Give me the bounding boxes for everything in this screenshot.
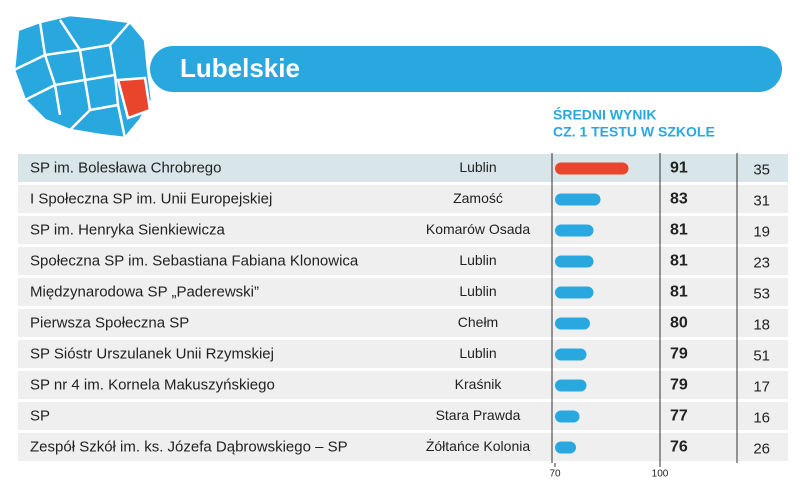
map — [12, 13, 154, 140]
city: Żółtańce Kolonia — [426, 437, 531, 454]
rank: 31 — [753, 192, 770, 209]
bar — [555, 162, 629, 175]
bar — [555, 410, 580, 423]
value-label: 79 — [670, 346, 688, 363]
school-name: Zespół Szkół im. ks. Józefa Dąbrowskiego… — [30, 438, 348, 455]
city: Lublin — [459, 159, 496, 175]
school-name: I Społeczna SP im. Unii Europejskiej — [30, 190, 272, 207]
rank: 18 — [753, 316, 770, 333]
city: Stara Prawda — [436, 407, 521, 423]
school-name: Pierwsza Społeczna SP — [30, 314, 189, 331]
x-tick-label: 70 — [549, 469, 561, 480]
school-name: Międzynarodowa SP „Paderewski” — [30, 283, 259, 300]
title-banner — [150, 46, 782, 92]
city: Lublin — [459, 345, 496, 361]
bar — [555, 193, 601, 206]
value-header: CZ. 1 TESTU W SZKOLE — [553, 124, 715, 140]
value-label: 81 — [670, 222, 688, 239]
school-name: SP Sióstr Urszulanek Unii Rzymskiej — [30, 345, 274, 362]
bar — [555, 379, 587, 392]
bar — [555, 224, 594, 237]
value-label: 83 — [670, 191, 688, 208]
value-label: 76 — [670, 439, 688, 456]
rank: 19 — [753, 223, 770, 240]
value-header: ŚREDNI WYNIK — [553, 106, 656, 123]
bar — [555, 441, 576, 454]
value-label: 91 — [670, 160, 688, 177]
bar — [555, 255, 594, 268]
bar — [555, 286, 594, 299]
value-label: 80 — [670, 315, 688, 332]
value-label: 79 — [670, 377, 688, 394]
bar — [555, 317, 590, 330]
bar — [555, 348, 587, 361]
school-name: SP im. Henryka Sienkiewicza — [30, 221, 225, 238]
city: Chełm — [458, 314, 498, 330]
city: Kraśnik — [455, 376, 503, 392]
value-label: 77 — [670, 408, 688, 425]
value-label: 81 — [670, 253, 688, 270]
school-name: SP nr 4 im. Kornela Makuszyńskiego — [30, 376, 275, 393]
school-name: SP — [30, 407, 50, 424]
value-label: 81 — [670, 284, 688, 301]
chart-title: Lubelskie — [180, 53, 300, 83]
rank: 53 — [753, 285, 770, 302]
city: Lublin — [459, 283, 496, 299]
city: Lublin — [459, 252, 496, 268]
school-name: Społeczna SP im. Sebastiana Fabiana Klon… — [30, 252, 359, 269]
rank: 35 — [753, 161, 770, 178]
rank: 26 — [753, 440, 770, 457]
school-name: SP im. Bolesława Chrobrego — [30, 159, 221, 176]
rank: 16 — [753, 409, 770, 426]
city: Zamość — [453, 190, 503, 206]
city: Komarów Osada — [426, 221, 530, 237]
rank: 17 — [753, 378, 770, 395]
rank: 51 — [753, 347, 770, 364]
x-tick-label: 100 — [652, 469, 669, 480]
rank: 23 — [753, 254, 770, 271]
